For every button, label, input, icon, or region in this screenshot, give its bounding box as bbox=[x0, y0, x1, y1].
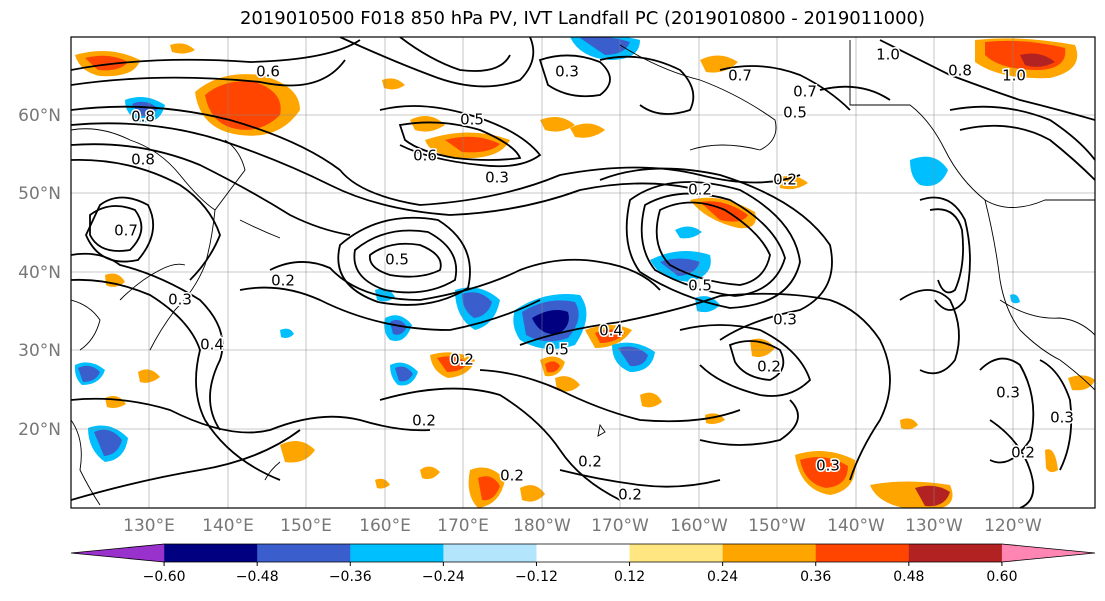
colorbar-tick-label: −0.24 bbox=[422, 569, 465, 585]
contour-label: 0.2 bbox=[500, 467, 524, 485]
longitude-labels: 130°E 140°E 150°E 160°E 170°E 180°W 170°… bbox=[123, 516, 1042, 536]
lon-label: 130°E bbox=[123, 516, 175, 536]
colorbar-segment bbox=[71, 544, 165, 562]
contour-label: 0.5 bbox=[460, 111, 484, 129]
ivt-contours bbox=[71, 37, 1095, 508]
lon-label: 170°W bbox=[591, 516, 649, 536]
colorbar-tick-label: 0.12 bbox=[614, 569, 645, 585]
map-gridlines bbox=[71, 37, 1095, 508]
contour-label: 0.4 bbox=[599, 322, 623, 340]
contour-label: 0.5 bbox=[385, 251, 409, 269]
contour-label: 0.8 bbox=[948, 62, 972, 80]
contour-label: 0.2 bbox=[412, 412, 436, 430]
colorbar-tick-label: −0.12 bbox=[515, 569, 558, 585]
contour-label: 0.3 bbox=[555, 63, 579, 81]
contour-label: 0.3 bbox=[996, 384, 1020, 402]
contour-label: 0.7 bbox=[793, 83, 817, 101]
lat-label: 20°N bbox=[18, 420, 61, 440]
pv-positive-shading bbox=[75, 38, 1095, 508]
colorbar-tick-label: 0.36 bbox=[800, 569, 831, 585]
lat-label: 30°N bbox=[18, 341, 61, 361]
lon-label: 140°E bbox=[202, 516, 254, 536]
colorbar-segment bbox=[257, 544, 351, 562]
colorbar-segment bbox=[908, 544, 1003, 562]
contour-label: 0.5 bbox=[545, 341, 569, 359]
lon-label: 160°W bbox=[670, 516, 728, 536]
colorbar-segment bbox=[722, 544, 817, 562]
lat-label: 40°N bbox=[18, 263, 61, 283]
contour-label: 0.8 bbox=[131, 151, 155, 169]
latitude-labels: 60°N 50°N 40°N 30°N 20°N bbox=[18, 106, 61, 440]
contour-label: 0.2 bbox=[618, 486, 642, 504]
colorbar bbox=[70, 543, 1096, 563]
contour-label: 0.2 bbox=[271, 272, 295, 290]
contour-label: 0.5 bbox=[783, 104, 807, 122]
contour-label: 0.3 bbox=[773, 311, 797, 329]
contour-label: 0.3 bbox=[816, 457, 840, 475]
lon-label: 150°E bbox=[280, 516, 332, 536]
colorbar-tick-label: −0.36 bbox=[329, 569, 372, 585]
contour-label: 0.2 bbox=[1011, 444, 1035, 462]
contour-label: 0.8 bbox=[131, 108, 155, 126]
lat-label: 60°N bbox=[18, 106, 61, 126]
lon-label: 130°W bbox=[905, 516, 963, 536]
lon-label: 120°W bbox=[984, 516, 1042, 536]
lon-label: 160°E bbox=[359, 516, 411, 536]
coastlines bbox=[71, 40, 1095, 506]
colorbar-segment bbox=[815, 544, 910, 562]
colorbar-segment bbox=[1001, 544, 1095, 562]
pv-negative-shading bbox=[74, 37, 1020, 462]
contour-label: 0.6 bbox=[413, 147, 437, 165]
contour-label: 0.3 bbox=[485, 169, 509, 187]
contour-label: 0.2 bbox=[757, 358, 781, 376]
colorbar-segment bbox=[443, 544, 537, 562]
contour-label: 0.3 bbox=[1050, 409, 1074, 427]
colorbar-segment bbox=[350, 544, 444, 562]
colorbar-segment bbox=[629, 544, 724, 562]
colorbar-tick-label: −0.60 bbox=[143, 569, 186, 585]
contour-label: 0.5 bbox=[688, 277, 712, 295]
contour-label: 0.6 bbox=[256, 63, 280, 81]
contour-label: 1.0 bbox=[876, 46, 900, 64]
lon-label: 180°W bbox=[513, 516, 571, 536]
lon-label: 150°W bbox=[748, 516, 806, 536]
colorbar-tick-label: 0.60 bbox=[986, 569, 1017, 585]
contour-label: 0.3 bbox=[168, 291, 192, 309]
colorbar-segment bbox=[164, 544, 258, 562]
lat-label: 50°N bbox=[18, 184, 61, 204]
map-frame bbox=[70, 36, 1096, 509]
colorbar-tick-label: 0.48 bbox=[893, 569, 924, 585]
lon-label: 140°W bbox=[827, 516, 885, 536]
colorbar-tick-label: 0.24 bbox=[707, 569, 738, 585]
contour-label: 0.2 bbox=[688, 181, 712, 199]
contour-label: 0.7 bbox=[728, 67, 752, 85]
contour-label: 0.2 bbox=[450, 351, 474, 369]
contour-labels: 0.6 0.8 0.8 0.7 0.3 0.4 0.2 0.5 0.5 0.6 0.3 0.3 0.7 0… bbox=[113, 44, 1076, 505]
lon-label: 170°E bbox=[437, 516, 489, 536]
contour-label: 0.4 bbox=[200, 336, 224, 354]
map-content: 0.6 0.8 0.8 0.7 0.3 0.4 0.2 0.5 0.5 0.6 0.3 0.3 0.7 0… bbox=[71, 37, 1095, 508]
colorbar-tick-label: −0.48 bbox=[236, 569, 279, 585]
contour-label: 0.2 bbox=[578, 453, 602, 471]
contour-label: 1.0 bbox=[1002, 67, 1026, 85]
colorbar-tick-labels: −0.60 −0.48 −0.36 −0.24 −0.12 0.12 0.24 0.36 0.4… bbox=[143, 562, 1017, 585]
contour-label: 0.2 bbox=[773, 171, 797, 189]
colorbar-segment bbox=[536, 544, 631, 562]
contour-label: 0.7 bbox=[114, 222, 138, 240]
map-title: 2019010500 F018 850 hPa PV, IVT Landfall… bbox=[239, 8, 926, 29]
